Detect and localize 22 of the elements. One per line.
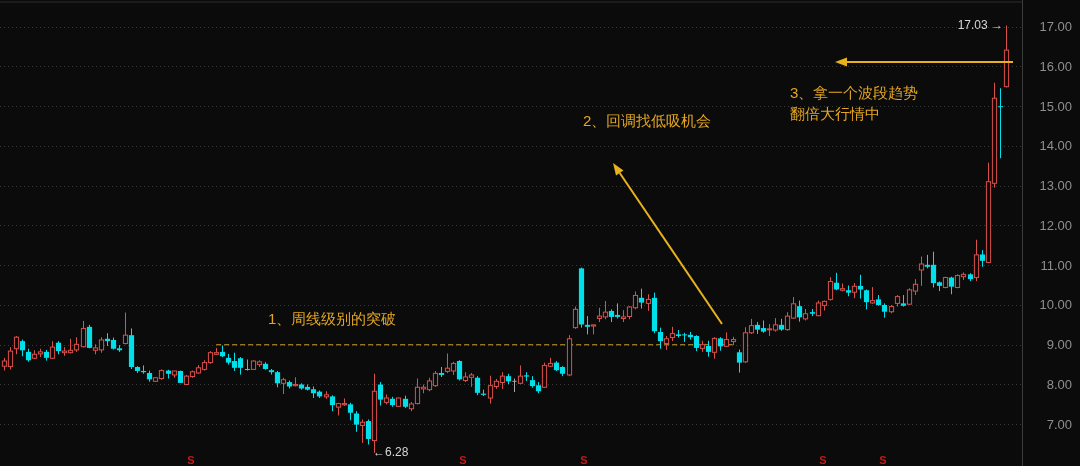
note: 1、周线级别的突破 bbox=[268, 309, 397, 327]
y-tick-label: 9.00 bbox=[1046, 337, 1072, 353]
signal: S bbox=[819, 454, 827, 466]
note: 3、拿一个波段趋势 bbox=[790, 83, 919, 101]
y-tick-label: 14.00 bbox=[1039, 138, 1072, 154]
y-tick-label: 12.00 bbox=[1039, 217, 1072, 233]
y-tick-label: 17.00 bbox=[1039, 19, 1072, 35]
y-tick-label: 11.00 bbox=[1040, 257, 1072, 273]
price-note: ←6.28 bbox=[373, 445, 409, 459]
signal: S bbox=[879, 454, 887, 466]
signal: S bbox=[187, 454, 195, 466]
y-tick-label: 16.00 bbox=[1039, 58, 1072, 74]
signal: S bbox=[459, 454, 467, 466]
signal: S bbox=[580, 454, 588, 466]
y-tick-label: 10.00 bbox=[1039, 297, 1072, 313]
y-tick-label: 13.00 bbox=[1039, 178, 1072, 194]
price-note: 17.03 → bbox=[957, 17, 1003, 32]
note: 翻倍大行情中 bbox=[790, 104, 880, 122]
y-tick-label: 15.00 bbox=[1039, 98, 1072, 114]
note: 2、回调找低吸机会 bbox=[583, 111, 712, 129]
y-tick-label: 8.00 bbox=[1046, 376, 1072, 392]
y-tick-label: 7.00 bbox=[1046, 416, 1072, 432]
